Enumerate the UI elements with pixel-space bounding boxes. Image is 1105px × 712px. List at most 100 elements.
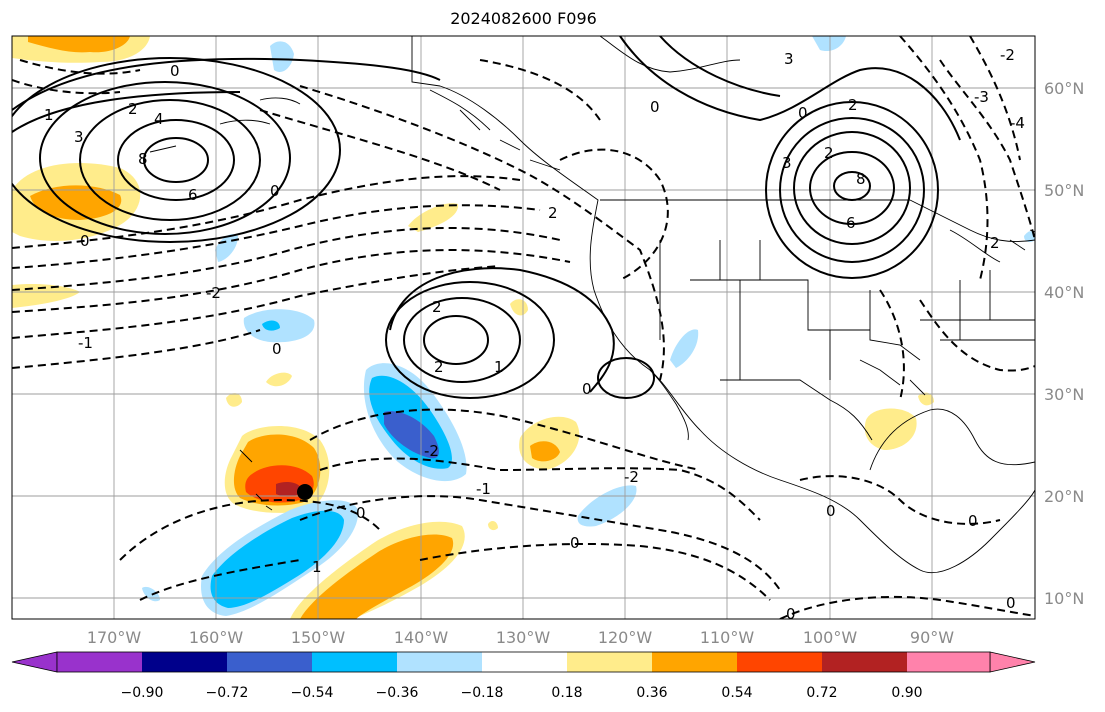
contour-label: 0 <box>582 380 592 398</box>
shade-negative <box>142 586 160 602</box>
shade-positive <box>918 392 934 406</box>
contour-label: 2 <box>824 144 834 162</box>
x-tick-label: 160°W <box>189 628 244 647</box>
shade-positive <box>226 393 242 407</box>
graticule <box>12 36 1035 619</box>
colorbar-label: −0.72 <box>206 685 249 701</box>
contour-label: -2 <box>1000 46 1015 64</box>
colorbar-high-extension <box>989 651 1036 673</box>
shade-positive <box>276 482 302 497</box>
x-tick-label: 130°W <box>496 628 551 647</box>
colorbar-segment <box>482 652 568 672</box>
shade-negative <box>210 510 344 608</box>
shade-negative <box>384 411 439 459</box>
contour-label: 8 <box>856 170 866 188</box>
colorbar-segment <box>907 652 990 672</box>
y-tick-label: 40°N <box>1044 283 1084 302</box>
contour-label: 0 <box>272 340 282 358</box>
contour-label: 0 <box>270 182 280 200</box>
contour-label: -4 <box>1010 114 1025 132</box>
contour-label: 0 <box>170 62 180 80</box>
shade-negative <box>270 41 294 73</box>
colorbar-label: 0.72 <box>806 685 837 701</box>
contour-label: 0 <box>570 534 580 552</box>
y-tick-label: 30°N <box>1044 385 1084 404</box>
contour-label: 2 <box>434 358 444 376</box>
contour-label: -1 <box>476 480 491 498</box>
colorbar-segment <box>227 652 313 672</box>
colorbar-segment <box>397 652 483 672</box>
y-tick-label: 50°N <box>1044 181 1084 200</box>
shade-negative <box>577 485 637 527</box>
x-axis-labels: 170°W 160°W 150°W 140°W 130°W 120°W 110°… <box>87 628 954 647</box>
colorbar-label: 0.90 <box>891 685 922 701</box>
shade-positive <box>408 203 459 232</box>
shade-negative <box>670 329 699 368</box>
x-tick-label: 150°W <box>291 628 346 647</box>
x-tick-label: 140°W <box>394 628 449 647</box>
shade-negative <box>488 521 498 531</box>
y-tick-label: 20°N <box>1044 487 1084 506</box>
contour-label: -2 <box>206 284 221 302</box>
coastlines <box>149 36 1035 574</box>
contour-label: 0 <box>356 504 366 522</box>
black-dot-marker <box>297 484 313 500</box>
contour-label: 1 <box>494 358 504 376</box>
contour-label: 4 <box>154 110 164 128</box>
contour-label: 2 <box>990 234 1000 252</box>
contour-label: 6 <box>846 214 856 232</box>
contour-label: 3 <box>782 154 792 172</box>
x-tick-label: 90°W <box>910 628 954 647</box>
contour-label: 3 <box>784 50 794 68</box>
x-tick-label: 170°W <box>87 628 142 647</box>
colorbar: −0.90 −0.72 −0.54 −0.36 −0.18 0.18 0.36 … <box>11 651 1036 701</box>
colorbar-label: 0.54 <box>721 685 752 701</box>
shade-positive <box>12 283 80 308</box>
contours-solid <box>12 36 961 399</box>
shade-positive <box>266 372 292 387</box>
y-tick-label: 10°N <box>1044 589 1084 608</box>
shade-negative <box>262 320 280 331</box>
colorbar-segment <box>57 652 143 672</box>
map-frame <box>11 35 1036 620</box>
contour-label: 2 <box>548 204 558 222</box>
shade-negative <box>1024 231 1035 243</box>
map-title: 2024082600 F096 <box>450 9 597 28</box>
colorbar-segment <box>737 652 823 672</box>
contour-label: 0 <box>80 232 90 250</box>
colorbar-segment <box>652 652 738 672</box>
x-tick-label: 120°W <box>598 628 653 647</box>
colorbar-label: −0.90 <box>121 685 164 701</box>
colorbar-segment <box>312 652 398 672</box>
y-axis-labels: 60°N 50°N 40°N 30°N 20°N 10°N <box>1044 79 1084 608</box>
colorbar-label: −0.36 <box>376 685 419 701</box>
contour-label: 0 <box>968 512 978 530</box>
contour-label: 1 <box>44 106 54 124</box>
contour-label: -2 <box>624 468 639 486</box>
contour-label: -3 <box>974 88 989 106</box>
contour-label: 8 <box>138 150 148 168</box>
colorbar-segment <box>142 652 228 672</box>
contour-label: 0 <box>786 605 796 623</box>
contour-label: 0 <box>826 502 836 520</box>
shade-negative <box>812 36 846 52</box>
contour-label: 2 <box>128 100 138 118</box>
y-tick-label: 60°N <box>1044 79 1084 98</box>
contour-label: 2 <box>432 298 442 316</box>
shade-positive <box>510 299 528 316</box>
contour-label: 0 <box>798 104 808 122</box>
contour-label: 6 <box>188 186 198 204</box>
shade-positive <box>30 185 122 220</box>
colorbar-low-extension <box>11 651 58 673</box>
contour-label: 0 <box>1006 594 1016 612</box>
colorbar-segment <box>567 652 653 672</box>
contour-label: -2 <box>424 442 439 460</box>
colorbar-segment <box>822 652 908 672</box>
colorbar-label: −0.54 <box>291 685 334 701</box>
contour-labels: 3 4 8 6 1 2 0 0 0 2 -2 -1 2 2 1 0 0 -2 -… <box>44 46 1025 623</box>
contour-label: 3 <box>74 128 84 146</box>
x-tick-label: 100°W <box>803 628 858 647</box>
shade-positive <box>530 441 560 462</box>
contour-label: 1 <box>312 558 322 576</box>
